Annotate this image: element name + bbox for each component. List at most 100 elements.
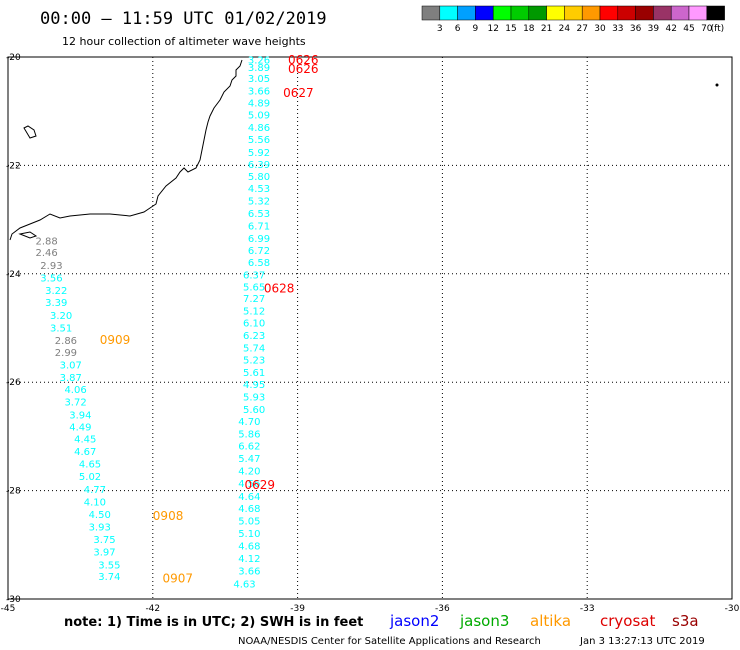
legend-swatch: [546, 5, 565, 21]
legend-swatch: [457, 5, 476, 21]
swh-value: 3.66: [238, 566, 260, 577]
swh-value: 3.56: [40, 274, 62, 285]
swh-value: 4.10: [84, 497, 106, 508]
swh-value: 6.23: [243, 331, 265, 342]
swh-value: 3.89: [248, 63, 270, 74]
swh-value: 3.97: [93, 547, 115, 558]
swh-value: 6.71: [248, 222, 270, 233]
swh-value: 4.06: [64, 385, 86, 396]
swh-value: 3.74: [98, 572, 120, 583]
swh-value: 3.22: [45, 286, 67, 297]
swh-value: 3.66: [248, 87, 270, 98]
swh-value: 5.09: [248, 110, 270, 121]
swh-value: 4.95: [243, 380, 265, 391]
legend-swatch: [421, 5, 441, 21]
lat-tick-label: -22: [6, 161, 21, 171]
swh-value: 5.60: [243, 405, 265, 416]
swh-value: 4.45: [74, 435, 96, 446]
legend-swatch: [439, 5, 458, 21]
swh-value: 4.56: [238, 479, 260, 490]
swh-value: 5.02: [79, 472, 101, 483]
swh-value: 3.94: [69, 411, 91, 422]
lon-tick-label: -42: [145, 604, 160, 614]
satellite-name-jason3: jason3: [459, 612, 509, 630]
legend-swatch: [475, 5, 494, 21]
satellite-name-s3a: s3a: [672, 612, 699, 630]
swh-value: 5.93: [243, 392, 265, 403]
lon-tick-label: -33: [580, 604, 595, 614]
legend-swatch: [653, 5, 672, 21]
pass-time-label: 0908: [153, 509, 184, 523]
legend-swatch: [635, 5, 654, 21]
swh-value: 5.05: [238, 516, 260, 527]
legend-label: 15: [505, 24, 516, 34]
swh-value: 5.56: [248, 135, 270, 146]
swh-value: 2.86: [55, 336, 77, 347]
satellite-name-jason2: jason2: [389, 612, 439, 630]
footer-timestamp: Jan 3 13:27:13 UTC 2019: [579, 636, 705, 647]
pass-time-label: 0629: [245, 478, 276, 492]
legend-swatch: [492, 5, 512, 21]
legend-unit: (ft): [711, 24, 725, 34]
island-dot: [715, 83, 719, 87]
swh-value: 6.37: [243, 270, 265, 281]
swh-value: 3.20: [50, 311, 72, 322]
swh-value: 2.46: [35, 248, 57, 259]
lat-tick-label: -24: [6, 270, 21, 280]
swh-value: 5.86: [238, 430, 260, 441]
swh-value: 3.87: [60, 373, 82, 384]
legend-label: 42: [665, 24, 676, 34]
pass-time-label: 0626: [288, 53, 319, 67]
legend-label: 39: [648, 24, 660, 34]
pass-time-label: 0626: [288, 62, 319, 76]
lon-tick-label: -45: [1, 604, 16, 614]
swh-value: 7.27: [243, 294, 265, 305]
swh-value: 4.67: [74, 447, 96, 458]
swh-value: 6.58: [248, 258, 270, 269]
swh-value: 2.99: [55, 348, 77, 359]
swh-value: 4.70: [238, 417, 260, 428]
swh-value: 3.51: [50, 323, 72, 334]
swh-value: 5.80: [248, 172, 270, 183]
swh-value: 4.68: [238, 541, 260, 552]
swh-value: 6.39: [248, 160, 270, 171]
swh-value: 6.10: [243, 319, 265, 330]
swh-value: 5.32: [248, 197, 270, 208]
legend-label: 18: [523, 24, 535, 34]
lon-tick-label: -39: [290, 604, 305, 614]
legend-label: 27: [576, 24, 587, 34]
legend-swatch: [706, 5, 725, 21]
legend-label: 3: [437, 24, 443, 34]
color-legend: 3 6 9 12 15 18 21 24 27 30 33 36 39 42 45 70(ft): [421, 5, 725, 34]
legend-label: 45: [683, 24, 694, 34]
satellite-legend: jason2 jason3 altika cryosat s3a: [389, 612, 699, 630]
swh-value: 4.89: [248, 99, 270, 110]
swh-value: 5.92: [248, 148, 270, 159]
footer-credit: NOAA/NESDIS Center for Satellite Applica…: [238, 636, 541, 647]
swh-value: 3.07: [60, 360, 82, 371]
satellite-name-cryosat: cryosat: [600, 612, 655, 630]
swh-value: 4.63: [233, 579, 255, 590]
legend-swatch: [510, 5, 530, 21]
legend-label: 9: [473, 24, 479, 34]
swh-value: 5.61: [243, 368, 265, 379]
legend-label: 24: [559, 24, 571, 34]
page-title: 00:00 – 11:59 UTC 01/02/2019: [40, 9, 327, 29]
swh-value: 3.05: [248, 74, 270, 85]
lat-lon-grid: [8, 57, 732, 599]
swh-value: 2.93: [40, 261, 62, 272]
legend-swatch: [528, 5, 547, 21]
legend-label: 30: [594, 24, 606, 34]
legend-swatch: [670, 5, 690, 21]
swh-value: 4.49: [69, 423, 91, 434]
swh-value: 3.55: [98, 560, 120, 571]
page-subtitle: 12 hour collection of altimeter wave hei…: [62, 35, 306, 48]
swh-value: 4.65: [79, 460, 101, 471]
satellite-name-altika: altika: [530, 612, 571, 630]
coastline: [9, 59, 243, 241]
lon-tick-label: -30: [725, 604, 740, 614]
swh-value: 3.26: [248, 56, 270, 67]
legend-label: 36: [630, 24, 642, 34]
